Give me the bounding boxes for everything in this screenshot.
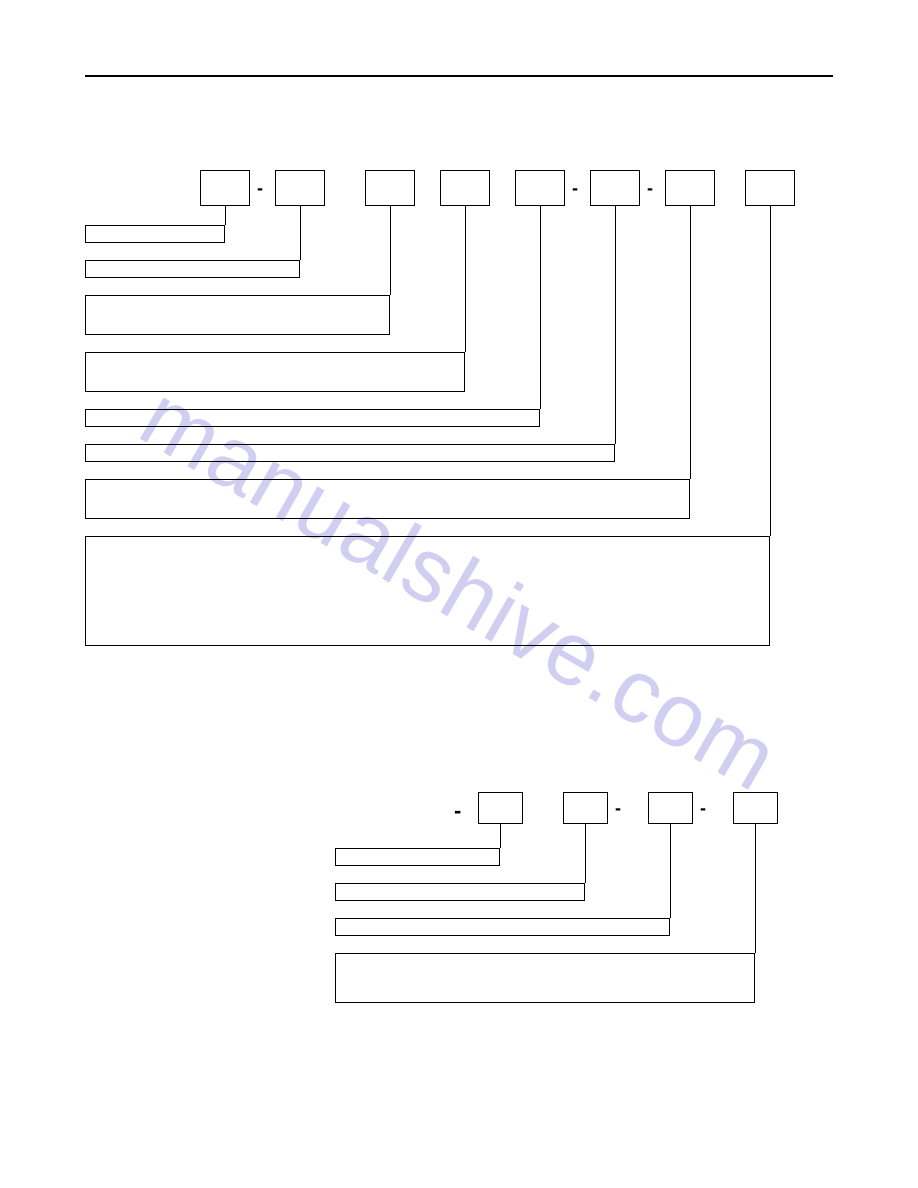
header-rule <box>85 75 833 77</box>
connector <box>585 824 586 883</box>
top-desc-4 <box>85 352 465 392</box>
bottom-code-box-3 <box>648 792 693 824</box>
bottom-desc-1 <box>335 848 500 866</box>
bottom-code-box-2 <box>563 792 608 824</box>
dash: - <box>647 178 653 199</box>
bottom-desc-3 <box>335 918 670 936</box>
top-code-box-8 <box>745 170 795 206</box>
top-code-box-1 <box>200 170 250 206</box>
dash: - <box>257 178 263 199</box>
bottom-code-box-4 <box>733 792 778 824</box>
bottom-desc-4 <box>335 953 755 1003</box>
dash: - <box>454 798 461 824</box>
bottom-code-box-1 <box>478 792 523 824</box>
top-code-box-6 <box>590 170 640 206</box>
connector <box>770 206 771 536</box>
top-desc-1 <box>85 225 225 243</box>
top-desc-6 <box>85 444 615 462</box>
connector <box>300 206 301 260</box>
bottom-desc-2 <box>335 883 585 901</box>
connector <box>690 206 691 479</box>
connector <box>670 824 671 918</box>
top-code-box-4 <box>440 170 490 206</box>
connector <box>540 206 541 409</box>
connector <box>465 206 466 352</box>
connector <box>390 206 391 295</box>
top-desc-8 <box>85 536 770 646</box>
connector <box>755 824 756 953</box>
top-desc-2 <box>85 260 300 278</box>
dash: - <box>700 798 706 819</box>
top-desc-3 <box>85 295 390 335</box>
connector <box>500 824 501 848</box>
top-desc-7 <box>85 479 690 519</box>
connector <box>615 206 616 444</box>
top-code-box-3 <box>365 170 415 206</box>
top-code-box-5 <box>515 170 565 206</box>
page: manualshive.com - - - - - - <box>0 0 918 1188</box>
dash: - <box>615 798 621 819</box>
connector <box>225 206 226 225</box>
top-code-box-2 <box>275 170 325 206</box>
top-code-box-7 <box>665 170 715 206</box>
top-desc-5 <box>85 409 540 427</box>
dash: - <box>572 178 578 199</box>
